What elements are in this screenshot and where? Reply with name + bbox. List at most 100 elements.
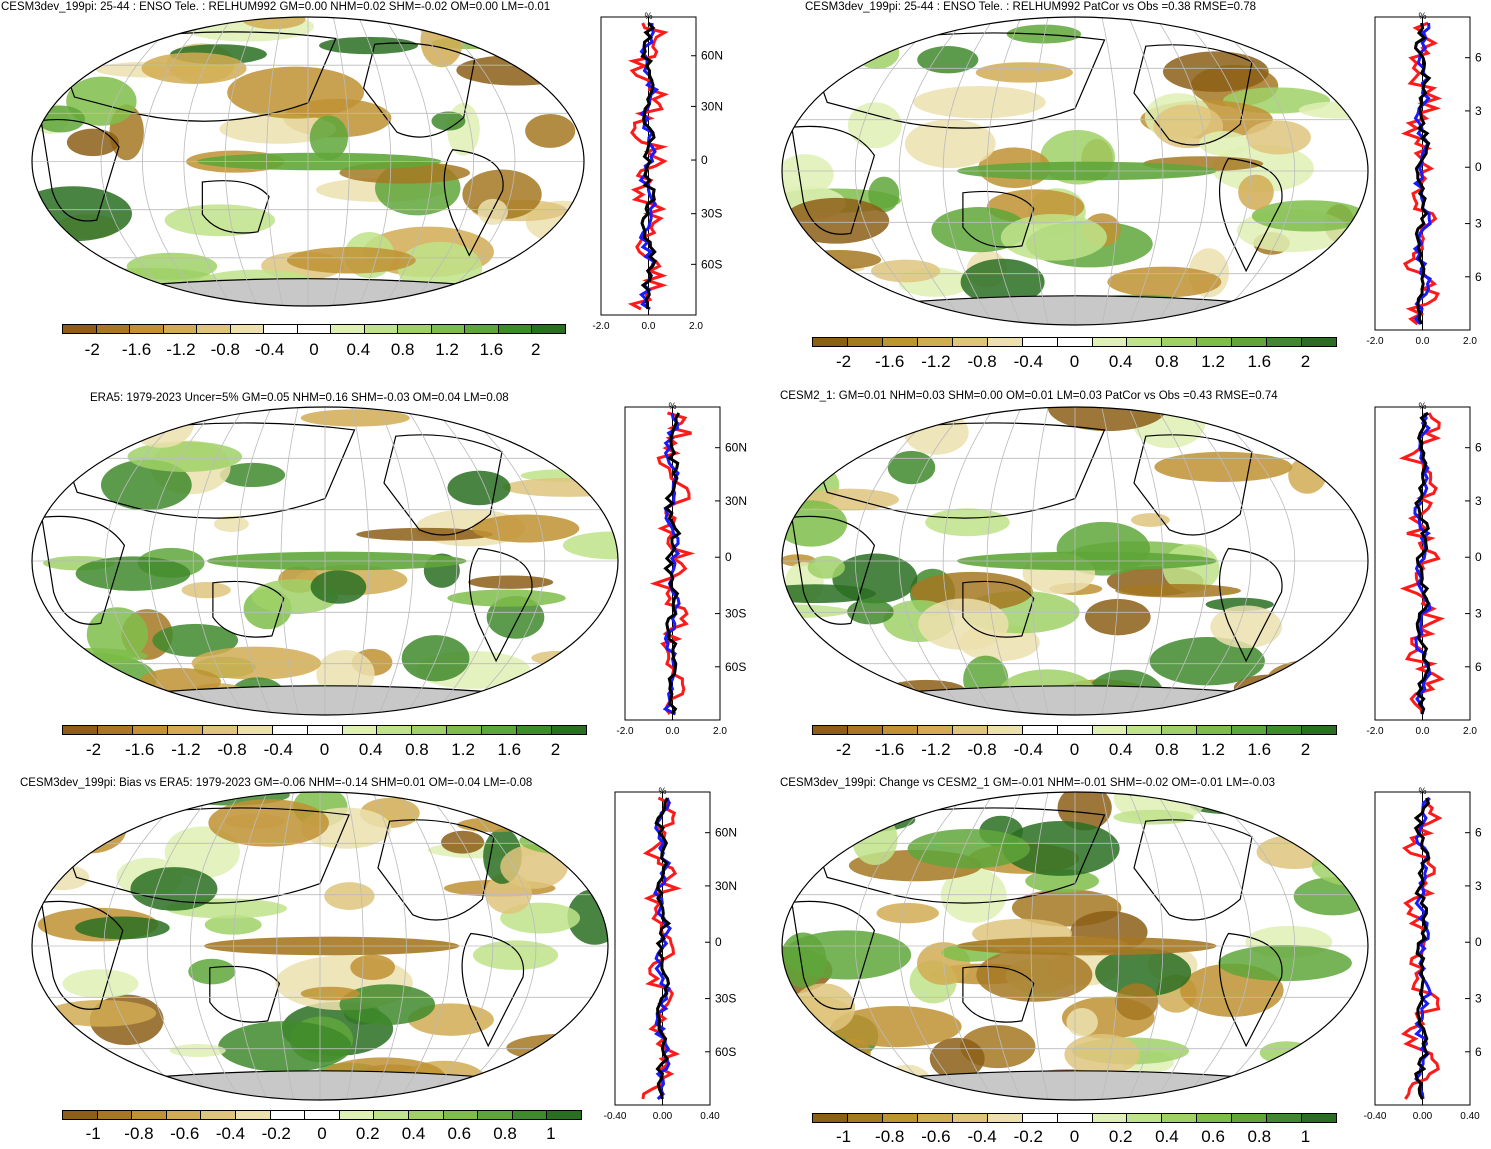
colorbar-swatch (512, 1111, 548, 1119)
meridian-gridline (1101, 792, 1120, 1100)
field-anomaly-patch (782, 1051, 851, 1074)
zonal-profile-6: % -0.40 0.00 0.40 6 3 0 3 6 (1364, 786, 1482, 1122)
colorbar-swatch (270, 1111, 306, 1119)
colorbar-tick-label: 2 (1300, 740, 1311, 759)
colorbar-tick-label: 0 (309, 340, 319, 359)
profile-lat-label: 0 (1475, 550, 1482, 564)
field-anomaly-patch (1149, 637, 1265, 686)
field-anomaly-patch (1115, 983, 1159, 1021)
meridian-gridline (425, 792, 494, 1100)
profile-x-tick-label: 0.0 (642, 321, 656, 332)
meridian-gridline (405, 407, 458, 715)
meridian-gridline (1155, 407, 1208, 715)
colorbar-tick-label: -0.8 (967, 740, 997, 759)
colorbar-swatch (235, 1111, 271, 1119)
profile-lat-label: 0 (1475, 160, 1482, 174)
coastline (962, 580, 1035, 638)
colorbar-tick-label: 0.6 (1201, 1127, 1225, 1146)
colorbar-swatch (197, 325, 231, 333)
field-anomaly-patch (782, 792, 822, 814)
colorbar-tick-label: -1.6 (121, 340, 152, 359)
colorbar-tick-label: 0.2 (1108, 1127, 1133, 1146)
field-anomaly-patch (960, 258, 1045, 306)
colorbar-tick-label: 2 (531, 340, 541, 359)
panel-title-3: ERA5: 1979-2023 Uncer=5% GM=0.05 NHM=0.1… (90, 392, 509, 404)
profile-lat-label: 60N (701, 49, 723, 63)
meridian-gridline (898, 17, 968, 325)
colorbar-tick-label: 0 (317, 1124, 327, 1143)
colorbar-swatch (1267, 726, 1303, 734)
colorbar-swatch (1057, 726, 1093, 734)
panel-title-1: CESM3dev_199pi: 25-44 : ENSO Tele. : REL… (1, 1, 551, 13)
field-anomaly-patch (62, 969, 139, 999)
colorbar-swatch (202, 726, 238, 734)
meridian-gridline (986, 17, 1022, 325)
meridian-gridline (346, 792, 364, 1100)
field-anomaly-patch (782, 932, 827, 988)
profile-lat-label: 0 (701, 153, 708, 167)
colorbar-swatch (163, 325, 198, 333)
field-anomaly-patch (510, 17, 584, 42)
meridian-gridline (236, 407, 272, 715)
meridian-gridline (233, 792, 268, 1100)
coastline (40, 119, 120, 222)
coastline (791, 125, 876, 235)
field-anomaly-patch (847, 599, 894, 625)
field-anomaly-patch (100, 459, 192, 511)
colorbar-swatch (97, 726, 133, 734)
meridian-gridline (276, 792, 294, 1100)
profile-unit-label: % (1419, 401, 1427, 411)
colorbar-swatch (1197, 1114, 1233, 1122)
field-anomaly-patch (191, 646, 322, 680)
colorbar-swatch (237, 726, 273, 734)
colorbar-tick-label: 0.8 (1155, 352, 1179, 371)
meridian-gridline (459, 407, 545, 715)
colorbar-swatch (1232, 338, 1268, 346)
profile-x-tick-label: 0.00 (653, 1111, 673, 1122)
colorbar-tick-label: -0.8 (875, 1127, 905, 1146)
colorbar-swatch (398, 325, 432, 333)
field-anomaly-patch (66, 128, 119, 157)
colorbar-swatch (331, 325, 365, 333)
colorbar-swatch (917, 726, 953, 734)
colorbar-swatch (465, 325, 499, 333)
field-anomaly-patch (871, 259, 941, 283)
colorbar-swatch (1232, 726, 1268, 734)
profile-lat-label: 3 (1475, 104, 1482, 118)
colorbar-swatch (132, 726, 168, 734)
field-anomaly-patch (55, 805, 127, 854)
map-border (31, 16, 585, 307)
field-anomaly-patch (1064, 1033, 1140, 1076)
field-anomaly-patch (32, 1008, 54, 1024)
field-anomaly-patch (1066, 1008, 1098, 1037)
colorbar-swatch (1092, 726, 1128, 734)
colorbar-swatch (813, 726, 848, 734)
colorbar-swatch (987, 338, 1023, 346)
coastline (41, 515, 126, 625)
colorbar-swatch (264, 325, 298, 333)
meridian-gridline (148, 407, 218, 715)
coastline (377, 819, 495, 921)
zonal-profile-1: % -2.0 0.0 2.0 60N 30N 0 30S 60S (592, 11, 723, 332)
profile-x-tick-label: 2.0 (689, 321, 703, 332)
colorbar-swatch (847, 1114, 883, 1122)
profile-lat-label: 3 (1475, 494, 1482, 508)
field-anomaly-patch (477, 198, 508, 225)
colorbar-tick-label: 1.6 (1247, 740, 1272, 759)
colorbar-tick-label: -2 (835, 352, 852, 371)
field-anomaly-patch (520, 17, 584, 34)
colorbar-tick-label: -1.6 (875, 740, 905, 759)
profile-lat-label: 6 (1475, 826, 1482, 840)
colorbar-swatch (917, 338, 953, 346)
profile-x-tick-label: 0.40 (1460, 1111, 1480, 1122)
colorbar-tick-label: 0.4 (346, 340, 371, 359)
meridian-gridline (190, 792, 242, 1100)
field-anomaly-patch (782, 702, 840, 715)
panel-title-5: CESM3dev_199pi: Bias vs ERA5: 1979-2023 … (20, 777, 533, 789)
profile-lat-label: 0 (715, 935, 722, 949)
colorbar-swatch (364, 325, 399, 333)
profile-unit-label: % (1419, 786, 1427, 796)
field-anomaly-patch (181, 582, 231, 599)
field-anomaly-patch (1154, 451, 1293, 482)
field-anomaly-patch (940, 868, 1007, 923)
